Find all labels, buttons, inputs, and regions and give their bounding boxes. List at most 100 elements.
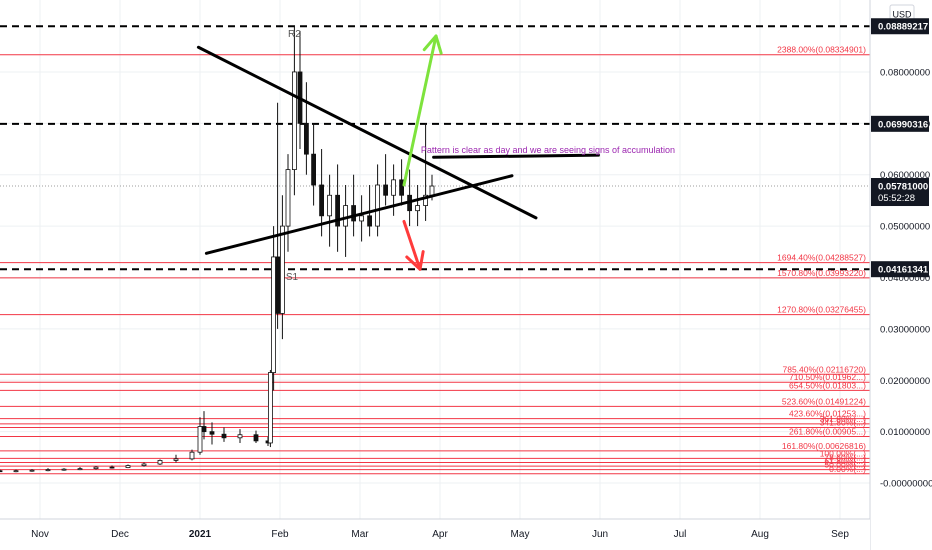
trendline (204, 174, 514, 255)
time-axis: Nov Dec 2021 Feb Mar Apr May Jun Jul Aug Sep (0, 518, 870, 550)
price-badge: 0.06990316 (871, 115, 929, 132)
fib-label: 361.80%(...) (820, 414, 866, 424)
candle-up (271, 256, 277, 373)
grid (0, 0, 870, 519)
time-axis-background (0, 519, 870, 550)
fib-label: 423.60%(0.01253...) (789, 409, 866, 419)
x-tick-label: Mar (351, 529, 369, 540)
x-tick-label: Jul (674, 529, 687, 540)
sr-levels (0, 25, 870, 271)
fib-label: 261.80%(0.00905...) (789, 427, 866, 437)
fib-label: 2388.00%(0.08334901) (777, 45, 866, 55)
price-badge-text: 0.05781000 (878, 182, 928, 193)
candle-down (221, 433, 227, 439)
price-badge-bg (871, 261, 929, 278)
candle-up (285, 169, 291, 227)
candle-up (327, 194, 333, 217)
annotations: R2 S1 Pattern is clear as day and we are s… (286, 29, 675, 283)
countdown-text: 05:52:28 (878, 193, 915, 204)
fib-label: 100.00%(...) (820, 448, 866, 458)
x-tick-label: Apr (432, 529, 448, 540)
x-tick-label: Feb (271, 529, 289, 540)
candle-up (125, 465, 131, 469)
candle-up (197, 426, 203, 453)
candle-up (93, 466, 99, 470)
y-tick-label: 0.08000000 (880, 67, 930, 78)
candle-up (343, 205, 349, 227)
candle-down (303, 122, 309, 155)
candle-up (423, 194, 429, 206)
fib-levels: 2388.00%(0.08334901) 1694.40%(0.04288527)… (0, 45, 870, 475)
candle-up (77, 468, 83, 471)
level-annotation: R2 (288, 29, 301, 40)
arrow-line (402, 219, 422, 271)
price-badge-text: 0.08889217 (878, 22, 928, 33)
arrow-line (402, 34, 438, 187)
candle-up (267, 372, 273, 444)
fib-label: 710.50%(0.01962...) (789, 372, 866, 382)
candle-down (351, 205, 357, 222)
pattern-annotation: Pattern is clear as day and we are seein… (421, 145, 675, 155)
candle-up (157, 460, 163, 465)
candle-down (319, 184, 325, 217)
currency-text: USD (892, 10, 912, 20)
candle-up (279, 225, 285, 314)
candle-up (375, 184, 381, 227)
y-tick-label: 0.06000000 (880, 170, 930, 181)
price-badge: 0.08889217 (871, 18, 929, 35)
candle-up (237, 434, 243, 439)
candle-up (61, 468, 67, 471)
fib-label: 341.80%(...) (820, 418, 866, 428)
candle-down (109, 466, 115, 469)
candle-down (201, 426, 207, 433)
y-tick-label: 0.05000000 (880, 222, 930, 233)
candle-up (13, 470, 19, 473)
price-badge-text: 0.04161341 (878, 265, 929, 276)
x-tick-label: May (511, 529, 530, 540)
fib-label: 785.40%(0.02116720) (783, 364, 867, 374)
fib-label: 0.00%(...) (829, 464, 866, 474)
candle-up (291, 71, 297, 170)
fib-label: 1694.40%(0.04288527) (777, 253, 866, 263)
candle-down (311, 153, 317, 186)
level-annotation: S1 (286, 272, 299, 283)
y-tick-label: 0.02000000 (880, 376, 930, 387)
price-badge: 0.04161341 (871, 261, 929, 278)
candle-down (399, 179, 405, 196)
candle-up (415, 205, 421, 212)
y-tick-label: -0.00000000 (880, 479, 932, 490)
price-badge-bg (871, 178, 929, 207)
arrow-head (422, 34, 443, 55)
candle-down (335, 194, 341, 227)
trendlines (196, 34, 600, 271)
price-badge-text: 0.06990316 (878, 119, 928, 130)
x-tick-label: Nov (31, 529, 49, 540)
candle-up (173, 458, 179, 461)
fib-label: 1270.80%(0.03276455) (777, 305, 866, 315)
price-badge-bg (871, 115, 929, 132)
candle-down (0, 470, 3, 473)
candle-up (45, 469, 51, 472)
x-tick-label: Dec (111, 529, 129, 540)
y-tick-label: 0.01000000 (880, 427, 930, 438)
x-tick-label: Aug (751, 529, 769, 540)
trendline (196, 45, 538, 220)
candle-down (209, 431, 215, 435)
candle-up (391, 179, 397, 196)
y-tick-label: 0.03000000 (880, 324, 930, 335)
x-tick-label: Jun (592, 529, 608, 540)
trendline (432, 153, 600, 159)
fib-label: 654.50%(0.01803...) (789, 380, 866, 390)
candle-up (189, 451, 195, 460)
fib-label: 61.80%(...) (824, 456, 866, 466)
candle-down (275, 256, 281, 314)
price-axis: 0.080000000.070000000.060000000.05000000… (869, 0, 932, 550)
fib-label: 78.60%(...) (824, 452, 866, 462)
fib-label: 161.80%(0.00626816) (782, 441, 866, 451)
candle-up (29, 469, 35, 472)
candle-up (359, 215, 365, 222)
candle-up (141, 463, 147, 466)
arrow-head (405, 250, 425, 271)
